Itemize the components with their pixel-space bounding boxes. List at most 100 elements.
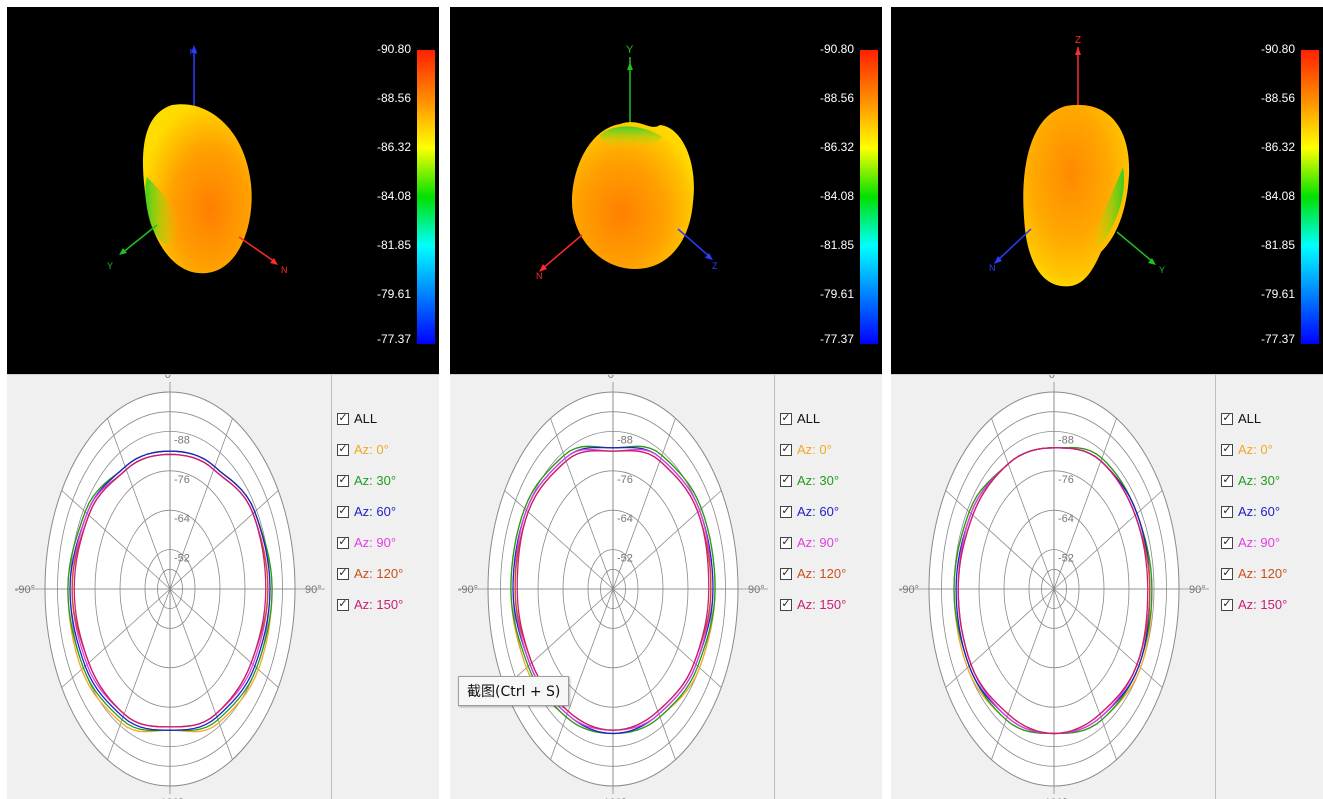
polar-spoke: [61, 490, 171, 590]
polar-spoke: [107, 418, 171, 590]
legend-checkbox[interactable]: ✓: [780, 505, 792, 518]
polar-angle-label-left: -90°: [15, 584, 35, 596]
legend-checkbox[interactable]: ✓: [337, 598, 349, 611]
panel-1: Z Y N -90.80 -88.56 -86.32 -84.08 -81.85…: [7, 0, 439, 799]
colorbar-label: -79.61: [376, 287, 411, 301]
legend-item[interactable]: ✓ Az: 90°: [1221, 527, 1321, 558]
polar-grid: -88 -76 -64 -52: [458, 382, 768, 794]
legend-checkbox[interactable]: ✓: [780, 443, 792, 456]
legend-item[interactable]: ✓ ALL: [337, 403, 437, 434]
legend-item[interactable]: ✓ Az: 120°: [1221, 558, 1321, 589]
legend-checkbox[interactable]: ✓: [780, 474, 792, 487]
polar-chart-2: -88-76-64-520°90°-180°-90°: [450, 375, 775, 799]
colorbar-label: -77.37: [819, 332, 854, 346]
legend-checkbox[interactable]: ✓: [337, 567, 349, 580]
polar-angle-label-right: 90°: [748, 584, 765, 596]
legend-checkbox[interactable]: ✓: [1221, 443, 1233, 456]
polar-spoke: [945, 490, 1055, 590]
polar-angle-label-right: 90°: [305, 584, 322, 596]
legend-label: Az: 0°: [1238, 442, 1273, 457]
legend-item[interactable]: ✓ Az: 120°: [780, 558, 880, 589]
polar-radial-label: -52: [1058, 553, 1074, 565]
legend-item[interactable]: ✓ Az: 60°: [1221, 496, 1321, 527]
panel-2: Y N Z -90.80 -88.56 -86.32 -84.08 -81.85…: [450, 0, 882, 799]
axis-label-vertical-2: Y: [626, 44, 634, 56]
axis-arrow-vertical-3: [1075, 47, 1081, 55]
legend-label: ALL: [1238, 411, 1262, 426]
polar-spoke: [612, 418, 676, 590]
polar-radial-label: -88: [174, 434, 190, 446]
legend-item[interactable]: ✓ Az: 30°: [780, 465, 880, 496]
polar-series-line: [957, 447, 1149, 735]
legend-item[interactable]: ✓ Az: 30°: [337, 465, 437, 496]
legend-checkbox[interactable]: ✓: [1221, 505, 1233, 518]
legend-item[interactable]: ✓ ALL: [1221, 403, 1321, 434]
polar-spoke: [504, 588, 614, 688]
legend-checkbox[interactable]: ✓: [780, 412, 792, 425]
legend-label: Az: 60°: [1238, 504, 1281, 519]
legend-item[interactable]: ✓ Az: 90°: [337, 527, 437, 558]
polar-spoke: [612, 588, 722, 688]
polar-spoke: [550, 418, 614, 590]
legend-checkbox[interactable]: ✓: [337, 505, 349, 518]
legend-checkbox[interactable]: ✓: [1221, 567, 1233, 580]
colorbar-label: -86.32: [376, 140, 411, 154]
3d-pattern-view-2[interactable]: Y N Z -90.80 -88.56 -86.32 -84.08 -81.85…: [450, 7, 882, 374]
polar-chart-svg-3: -88-76-64-520°90°-180°-90°: [899, 375, 1209, 799]
colorbar-label: -90.80: [1260, 42, 1295, 56]
colorbar-label: -84.08: [376, 189, 411, 203]
legend-item[interactable]: ✓ ALL: [780, 403, 880, 434]
legend-item[interactable]: ✓ Az: 90°: [780, 527, 880, 558]
axis-arrow-vertical-1: [191, 45, 197, 53]
legend-item[interactable]: ✓ Az: 150°: [780, 589, 880, 620]
axis-arrow-left-1: [119, 248, 127, 255]
polar-grid: -88 -76 -64 -52: [899, 382, 1209, 794]
3d-pattern-view-3[interactable]: Z N Y -90.80 -88.56 -86.32 -84.08 -81.85…: [891, 7, 1323, 374]
polar-spoke: [945, 588, 1055, 688]
axis-arrow-right-3: [1148, 258, 1156, 265]
legend-item[interactable]: ✓ Az: 150°: [337, 589, 437, 620]
polar-radial-label: -76: [1058, 474, 1074, 486]
radiation-solid-1: [142, 104, 252, 274]
polar-spoke: [612, 588, 676, 760]
legend-label: Az: 120°: [354, 566, 404, 581]
polar-radial-label: -64: [617, 513, 633, 525]
polar-angle-label-left: -90°: [458, 584, 478, 596]
axis-arrow-left-2: [539, 264, 547, 272]
legend-checkbox[interactable]: ✓: [1221, 412, 1233, 425]
colorbar-3: [1301, 50, 1319, 344]
legend-item[interactable]: ✓ Az: 30°: [1221, 465, 1321, 496]
legend-item[interactable]: ✓ Az: 120°: [337, 558, 437, 589]
legend-label: Az: 30°: [797, 473, 840, 488]
legend-checkbox[interactable]: ✓: [780, 567, 792, 580]
legend-checkbox[interactable]: ✓: [780, 536, 792, 549]
legend-item[interactable]: ✓ Az: 0°: [1221, 434, 1321, 465]
legend-item[interactable]: ✓ Az: 60°: [780, 496, 880, 527]
legend-label: Az: 60°: [797, 504, 840, 519]
polar-area-2: -88-76-64-520°90°-180°-90° ✓ALL✓Az: 0°✓A…: [450, 374, 882, 799]
colorbar-label: -90.80: [376, 42, 411, 56]
legend-item[interactable]: ✓ Az: 60°: [337, 496, 437, 527]
legend-checkbox[interactable]: ✓: [1221, 536, 1233, 549]
legend-checkbox[interactable]: ✓: [337, 412, 349, 425]
polar-chart-svg-1: -88-76-64-520°90°-180°-90°: [15, 375, 325, 799]
legend-label: Az: 150°: [354, 597, 404, 612]
legend-checkbox[interactable]: ✓: [337, 536, 349, 549]
legend-item[interactable]: ✓ Az: 0°: [337, 434, 437, 465]
legend-checkbox[interactable]: ✓: [1221, 474, 1233, 487]
axis-right-1: [238, 236, 276, 263]
legend-checkbox[interactable]: ✓: [337, 474, 349, 487]
legend-item[interactable]: ✓ Az: 0°: [780, 434, 880, 465]
legend-label: Az: 30°: [1238, 473, 1281, 488]
legend-checkbox[interactable]: ✓: [337, 443, 349, 456]
polar-radial-label: -64: [1058, 513, 1074, 525]
legend-item[interactable]: ✓ Az: 150°: [1221, 589, 1321, 620]
legend-2: ✓ ALL ✓ Az: 0° ✓ Az: 30° ✓ Az: 60° ✓ Az: 90° ✓ Az: …: [780, 403, 880, 620]
polar-angle-label-top: 0°: [165, 375, 176, 381]
polar-spoke: [504, 490, 614, 590]
legend-checkbox[interactable]: ✓: [1221, 598, 1233, 611]
polar-chart-svg-2: -88-76-64-520°90°-180°-90°: [458, 375, 768, 799]
3d-pattern-view-1[interactable]: Z Y N -90.80 -88.56 -86.32 -84.08 -81.85…: [7, 7, 439, 374]
polar-angle-label-left: -90°: [899, 584, 919, 596]
legend-checkbox[interactable]: ✓: [780, 598, 792, 611]
